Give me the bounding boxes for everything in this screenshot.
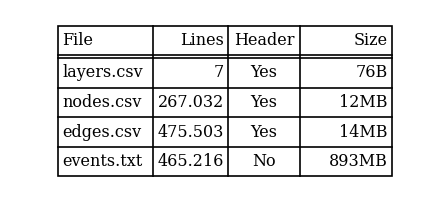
Text: Size: Size — [353, 32, 387, 49]
Text: nodes.csv: nodes.csv — [62, 94, 141, 111]
Text: events.txt: events.txt — [62, 153, 142, 170]
Text: Header: Header — [233, 32, 294, 49]
Text: No: No — [252, 153, 276, 170]
Text: Lines: Lines — [180, 32, 224, 49]
Text: 267.032: 267.032 — [158, 94, 224, 111]
Text: Yes: Yes — [250, 64, 277, 81]
Text: Yes: Yes — [250, 124, 277, 141]
Text: 7: 7 — [214, 64, 224, 81]
Text: 76B: 76B — [355, 64, 387, 81]
Text: layers.csv: layers.csv — [62, 64, 143, 81]
Text: Yes: Yes — [250, 94, 277, 111]
Text: 465.216: 465.216 — [158, 153, 224, 170]
Text: 12MB: 12MB — [339, 94, 387, 111]
Text: 893MB: 893MB — [328, 153, 387, 170]
Text: 475.503: 475.503 — [158, 124, 224, 141]
Text: 14MB: 14MB — [339, 124, 387, 141]
Text: edges.csv: edges.csv — [62, 124, 141, 141]
Text: File: File — [62, 32, 93, 49]
